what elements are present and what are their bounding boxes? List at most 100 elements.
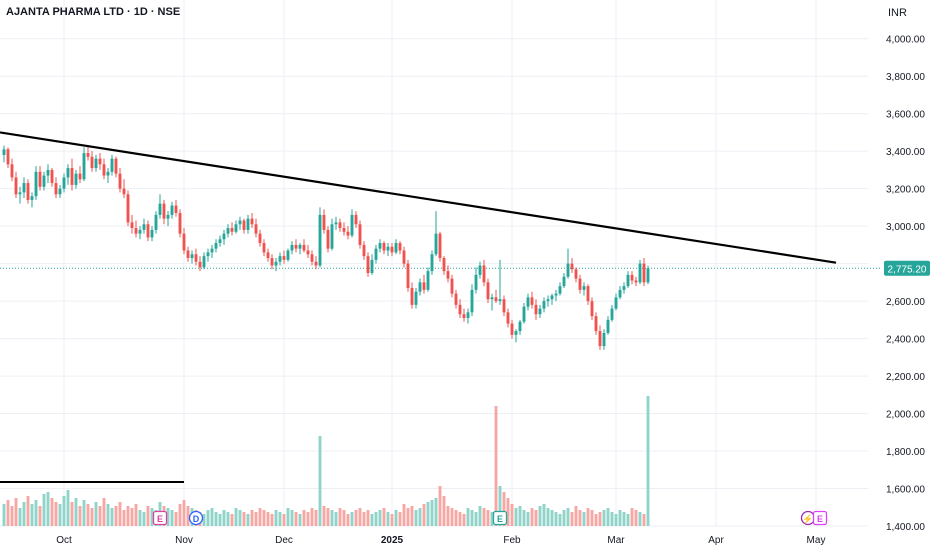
event-marker[interactable]: D <box>188 510 204 526</box>
candle-body <box>478 265 482 275</box>
volume-bar <box>558 514 562 526</box>
volume-bar <box>210 508 214 526</box>
candle-body <box>538 308 542 315</box>
volume-bar <box>342 510 346 526</box>
volume-bar <box>378 510 382 526</box>
volume-bar <box>410 506 414 526</box>
candle-body <box>226 228 230 234</box>
candle-body <box>206 252 210 257</box>
candle-body <box>306 250 310 255</box>
candle-body <box>106 171 110 176</box>
y-tick-label: 3,400.00 <box>886 147 925 158</box>
volume-bar <box>318 436 322 526</box>
volume-bar <box>86 504 90 526</box>
candle-body <box>554 293 558 296</box>
candle-body <box>10 164 14 178</box>
candle-body <box>642 263 646 283</box>
candle-body <box>570 263 574 270</box>
candle-body <box>346 231 350 236</box>
candle-body <box>278 256 282 262</box>
volume-bar <box>502 492 506 526</box>
volume-bar <box>270 514 274 526</box>
volume-bar <box>350 512 354 526</box>
resistance-trendline[interactable] <box>0 131 837 264</box>
volume-bar <box>362 512 366 526</box>
volume-bar <box>118 502 122 526</box>
volume-bar <box>394 510 398 526</box>
candle-body <box>590 301 594 317</box>
candle-body <box>42 175 46 187</box>
volume-bar <box>630 508 634 526</box>
volume-bar <box>214 512 218 526</box>
candle-body <box>334 222 338 225</box>
candle-body <box>222 233 226 240</box>
volume-bar <box>354 510 358 526</box>
volume-bar <box>82 500 86 526</box>
candle-body <box>262 243 266 253</box>
volume-bar <box>286 508 290 526</box>
x-tick-label: Oct <box>56 535 72 546</box>
volume-bar <box>490 512 494 526</box>
candle-body <box>318 214 322 266</box>
x-tick-label: Dec <box>275 535 293 546</box>
candle-body <box>190 254 194 259</box>
candle-body <box>342 228 346 232</box>
volume-bar <box>546 508 550 526</box>
volume-bar <box>470 510 474 526</box>
x-tick-label: May <box>807 535 826 546</box>
candle-body <box>566 263 570 277</box>
volume-bar <box>334 512 338 526</box>
volume-bar <box>174 512 178 526</box>
volume-bar <box>266 512 270 526</box>
volume-bar <box>622 512 626 526</box>
candle-body <box>50 169 54 184</box>
volume-bar <box>518 506 522 526</box>
candle-body <box>494 297 498 302</box>
svg-text:D: D <box>193 514 200 524</box>
volume-bar <box>398 512 402 526</box>
x-tick-label: Feb <box>503 535 521 546</box>
candle-body <box>454 293 458 305</box>
candle-body <box>406 263 410 288</box>
candle-body <box>546 299 550 302</box>
volume-bar <box>90 508 94 526</box>
candle-body <box>134 228 138 234</box>
volume-bar <box>382 508 386 526</box>
candle-body <box>246 218 250 230</box>
candle-body <box>598 331 602 347</box>
volume-bar <box>106 504 110 526</box>
candle-body <box>558 286 562 294</box>
volume-bar <box>10 506 14 526</box>
volume-bar <box>414 510 418 526</box>
candle-body <box>22 183 26 193</box>
candle-body <box>6 149 10 165</box>
candle-body <box>202 256 206 268</box>
volume-bar <box>614 514 618 526</box>
volume-bar <box>290 510 294 526</box>
candle-body <box>498 299 502 302</box>
volume-bar <box>578 510 582 526</box>
volume-bar <box>254 512 258 526</box>
candle-body <box>30 196 34 200</box>
event-marker[interactable]: ⚡ <box>800 510 816 526</box>
candle-body <box>594 316 598 332</box>
volume-bar <box>242 512 246 526</box>
chart-title: AJANTA PHARMA LTD · 1D · NSE <box>6 6 181 18</box>
price-tag-label: 2,775.20 <box>888 264 927 275</box>
volume-bar <box>554 512 558 526</box>
candle-body <box>38 171 42 187</box>
volume-bar <box>438 486 442 526</box>
event-marker[interactable]: E <box>492 510 508 526</box>
event-marker[interactable]: E <box>152 510 168 526</box>
candle-body <box>390 246 394 253</box>
volume-bar <box>498 486 502 526</box>
candle-body <box>82 153 86 180</box>
candle-body <box>486 282 490 300</box>
event-marker[interactable]: E <box>812 510 828 526</box>
candle-body <box>378 243 382 249</box>
volume-bar <box>166 508 170 526</box>
candle-body <box>198 261 202 268</box>
volume-bar <box>442 496 446 526</box>
volume-bar <box>306 512 310 526</box>
